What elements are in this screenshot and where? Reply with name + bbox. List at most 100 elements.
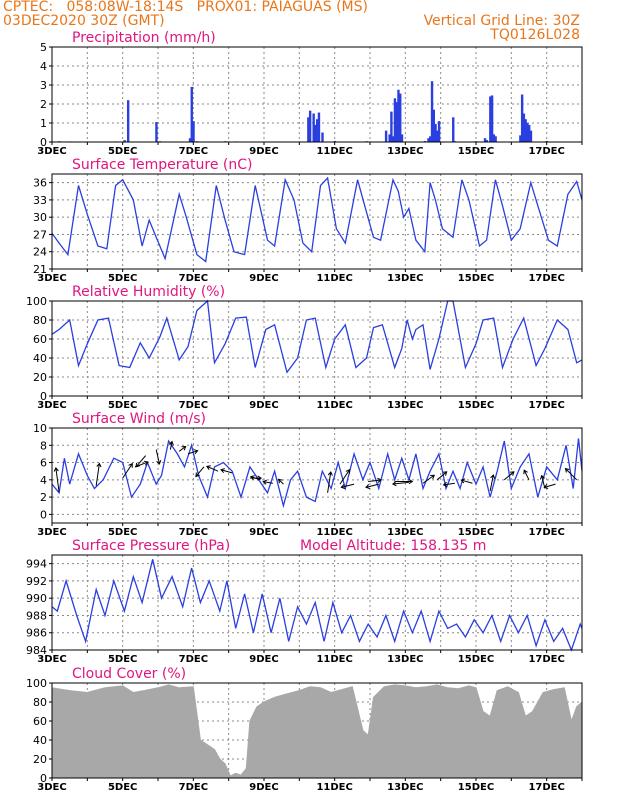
wind-vector-head xyxy=(220,468,225,474)
precip-bar xyxy=(393,98,397,142)
x-tick-label: 11DEC xyxy=(316,146,352,157)
panel-frame xyxy=(51,682,583,779)
header-datetime: 03DEC2020 30Z (GMT) xyxy=(3,13,165,29)
panel-3: Relative Humidity (%) 0 20 40 60 80 100 3DEC 5DE… xyxy=(26,284,583,411)
panel-title: Surface Wind (m/s) xyxy=(72,411,206,427)
wind-vector xyxy=(523,469,530,481)
panel-title: Surface Pressure (hPa) xyxy=(72,538,230,554)
x-tick-label: 9DEC xyxy=(249,400,278,411)
precip-bar xyxy=(437,121,441,142)
y-tick-label: 990 xyxy=(26,592,47,605)
y-tick-label: 40 xyxy=(33,352,47,365)
wind-vector-head xyxy=(143,460,149,466)
panel-1: Precipitation (mm/h) 0 1 2 3 4 5 3DEC 5DEC 7DEC 9D… xyxy=(37,30,583,157)
x-tick-label: 7DEC xyxy=(179,400,208,411)
precip-bar xyxy=(308,110,312,142)
wind-vector-head xyxy=(408,478,414,485)
y-tick-label: 3 xyxy=(40,79,47,92)
x-tick-label: 5DEC xyxy=(108,146,137,157)
precip-bar xyxy=(384,130,388,142)
precip-bar xyxy=(190,86,193,142)
series-line xyxy=(51,438,583,509)
x-tick-label: 11DEC xyxy=(316,654,352,665)
y-tick-label: 992 xyxy=(26,575,47,588)
precip-bar xyxy=(314,124,317,142)
wind-vector-head xyxy=(168,440,174,446)
y-tick-label: 2 xyxy=(40,491,47,504)
y-tick-label: 4 xyxy=(40,60,47,73)
x-tick-label: 3DEC xyxy=(37,782,66,793)
precip-bar xyxy=(397,89,400,142)
wind-vector-head xyxy=(365,484,370,490)
y-tick-label: 984 xyxy=(26,644,47,657)
x-tick-label: 17DEC xyxy=(528,782,564,793)
x-tick-label: 13DEC xyxy=(387,654,423,665)
panel-frame xyxy=(51,300,583,397)
y-tick-label: 27 xyxy=(33,228,47,241)
y-tick-label: 4 xyxy=(40,474,47,487)
y-tick-label: 988 xyxy=(26,609,47,622)
panel-frame xyxy=(51,427,583,524)
y-tick-label: 36 xyxy=(33,177,47,190)
x-tick-label: 11DEC xyxy=(316,273,352,284)
wind-vector xyxy=(565,468,578,481)
x-tick-label: 15DEC xyxy=(458,400,494,411)
y-tick-label: 0 xyxy=(40,772,47,785)
wind-vector xyxy=(461,479,473,484)
y-tick-label: 24 xyxy=(33,246,47,259)
wind-vector xyxy=(365,483,379,488)
wind-vector-head xyxy=(250,475,255,481)
y-tick-label: 20 xyxy=(33,753,47,766)
series-line xyxy=(51,559,583,652)
x-tick-label: 5DEC xyxy=(108,527,137,538)
header-model-id: TQ0126L028 xyxy=(490,27,580,43)
precip-bar xyxy=(492,134,496,142)
wind-vector-head xyxy=(181,445,187,451)
x-tick-label: 9DEC xyxy=(249,146,278,157)
precip-bar xyxy=(489,96,492,142)
x-tick-label: 11DEC xyxy=(316,400,352,411)
precip-bar xyxy=(399,93,402,142)
precip-bar xyxy=(436,130,439,142)
wind-vector-head xyxy=(128,462,133,468)
panel-frame xyxy=(51,554,583,651)
x-tick-label: 13DEC xyxy=(387,273,423,284)
x-tick-label: 3DEC xyxy=(37,654,66,665)
x-tick-label: 5DEC xyxy=(108,654,137,665)
x-tick-label: 15DEC xyxy=(458,273,494,284)
precip-bar xyxy=(494,136,497,142)
wind-vector xyxy=(187,450,198,455)
x-tick-label: 5DEC xyxy=(108,273,137,284)
x-tick-label: 13DEC xyxy=(387,146,423,157)
precip-bar xyxy=(312,113,315,142)
panel-6: Cloud Cover (%) 0 20 40 60 80 100 3DEC 5DEC 7DEC 9… xyxy=(26,666,583,793)
x-tick-label: 13DEC xyxy=(387,400,423,411)
x-tick-label: 11DEC xyxy=(316,527,352,538)
x-tick-label: 3DEC xyxy=(37,273,66,284)
header-grid-line: Vertical Grid Line: 30Z xyxy=(423,13,580,29)
wind-vector xyxy=(541,475,546,489)
x-tick-label: 9DEC xyxy=(249,527,278,538)
wind-vector-head xyxy=(262,479,268,485)
x-tick-label: 5DEC xyxy=(108,782,137,793)
x-tick-label: 9DEC xyxy=(249,654,278,665)
panel-frame xyxy=(51,173,583,270)
header-station: CPTEC: 058:08W-18:14S PROX01: PAIAGUAS (… xyxy=(3,0,368,15)
wind-vector-head xyxy=(327,471,333,476)
y-tick-label: 33 xyxy=(33,194,47,207)
precip-bar xyxy=(400,134,404,142)
wind-vector xyxy=(178,446,186,452)
precip-bar xyxy=(522,113,526,142)
wind-vector-head xyxy=(277,478,283,484)
y-tick-label: 1 xyxy=(40,117,47,130)
panel-title: Cloud Cover (%) xyxy=(72,666,186,682)
wind-vector-head xyxy=(490,474,496,479)
x-tick-label: 7DEC xyxy=(179,654,208,665)
x-tick-label: 13DEC xyxy=(387,527,423,538)
panel-subtitle: Model Altitude: 158.135 m xyxy=(300,538,486,554)
wind-vector xyxy=(327,471,332,493)
x-tick-label: 3DEC xyxy=(37,527,66,538)
wind-vector-head xyxy=(442,471,448,476)
precip-bar xyxy=(155,122,158,142)
